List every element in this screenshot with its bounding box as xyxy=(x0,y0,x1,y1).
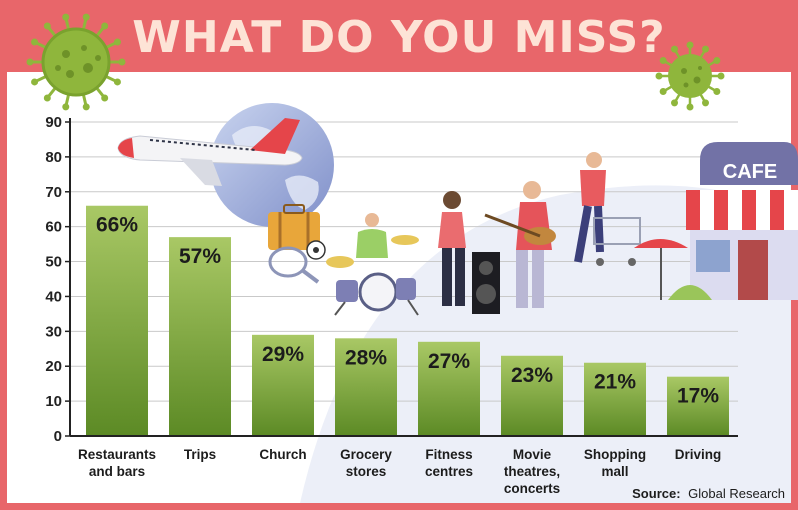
category-label-line: Shopping xyxy=(584,447,646,462)
y-tick-label: 40 xyxy=(45,288,62,305)
virus-icon xyxy=(655,41,725,111)
cafe-sign: CAFE xyxy=(723,161,777,183)
y-tick-label: 80 xyxy=(45,149,62,166)
value-label: 29% xyxy=(262,343,304,366)
chart-title: WHAT DO YOU MISS? xyxy=(132,12,665,63)
category-label-line: Movie xyxy=(513,447,552,462)
category-label: Fitness centres xyxy=(425,447,473,479)
guitarist-icon xyxy=(484,181,556,308)
soccer-ball-icon xyxy=(306,240,326,260)
suitcase-icon xyxy=(268,204,320,250)
source-label: Source: xyxy=(632,486,680,501)
y-tick-label: 10 xyxy=(45,393,62,410)
cafe-storefront-icon: CAFE xyxy=(634,142,798,300)
virus-icon xyxy=(26,13,126,111)
category-label-line: and bars xyxy=(89,464,145,479)
bar xyxy=(584,362,646,436)
category-label: Trips xyxy=(184,447,216,462)
source-note: Source: Global Research xyxy=(632,486,785,501)
bar xyxy=(335,338,397,436)
y-tick-label: 0 xyxy=(54,428,62,445)
singer-icon xyxy=(438,191,466,306)
category-label-line: centres xyxy=(425,464,473,479)
speaker-icon xyxy=(472,252,500,314)
shopper-icon xyxy=(574,152,641,266)
category-label-line: Fitness xyxy=(425,447,472,462)
y-axis-ticks: 0 10 20 30 40 50 60 70 80 90 xyxy=(45,114,70,445)
source-value: Global Research xyxy=(688,486,785,501)
category-label: Restaurants and bars xyxy=(78,447,156,479)
drummer-icon xyxy=(326,213,419,316)
value-labels: 66% 57% 29% 28% 27% 23% 21% 17% xyxy=(96,214,719,408)
value-label: 17% xyxy=(677,385,719,408)
category-label: Grocery stores xyxy=(340,447,392,479)
category-label-line: Restaurants xyxy=(78,447,156,462)
category-labels: Restaurants and bars Trips Church Grocery sto… xyxy=(78,447,721,496)
y-tick-label: 70 xyxy=(45,184,62,201)
airplane-icon xyxy=(117,118,303,186)
category-label-line: theatres, xyxy=(504,464,560,479)
bar xyxy=(501,355,563,436)
value-label: 23% xyxy=(511,364,553,387)
bar xyxy=(418,341,480,436)
category-label-line: Trips xyxy=(184,447,216,462)
bars xyxy=(86,205,729,436)
category-label: Shopping mall xyxy=(584,447,646,479)
bar xyxy=(169,237,231,436)
y-tick-label: 20 xyxy=(45,358,62,375)
tennis-racket-icon xyxy=(268,246,320,284)
category-label-line: Driving xyxy=(675,447,722,462)
category-label-line: Church xyxy=(259,447,306,462)
value-label: 27% xyxy=(428,350,470,373)
value-label: 21% xyxy=(594,371,636,394)
category-label: Driving xyxy=(675,447,722,462)
category-label-line: Grocery xyxy=(340,447,392,462)
bar xyxy=(86,205,148,436)
value-label: 57% xyxy=(179,245,221,268)
y-tick-label: 50 xyxy=(45,254,62,271)
y-tick-label: 60 xyxy=(45,219,62,236)
category-label-line: stores xyxy=(346,464,387,479)
bar xyxy=(252,334,314,436)
category-label: Church xyxy=(259,447,306,462)
value-label: 66% xyxy=(96,214,138,237)
bar xyxy=(667,376,729,436)
category-label-line: concerts xyxy=(504,481,560,496)
category-label: Movie theatres, concerts xyxy=(504,447,560,496)
value-label: 28% xyxy=(345,346,387,369)
y-tick-label: 90 xyxy=(45,114,62,131)
category-label-line: mall xyxy=(601,464,628,479)
y-tick-label: 30 xyxy=(45,323,62,340)
